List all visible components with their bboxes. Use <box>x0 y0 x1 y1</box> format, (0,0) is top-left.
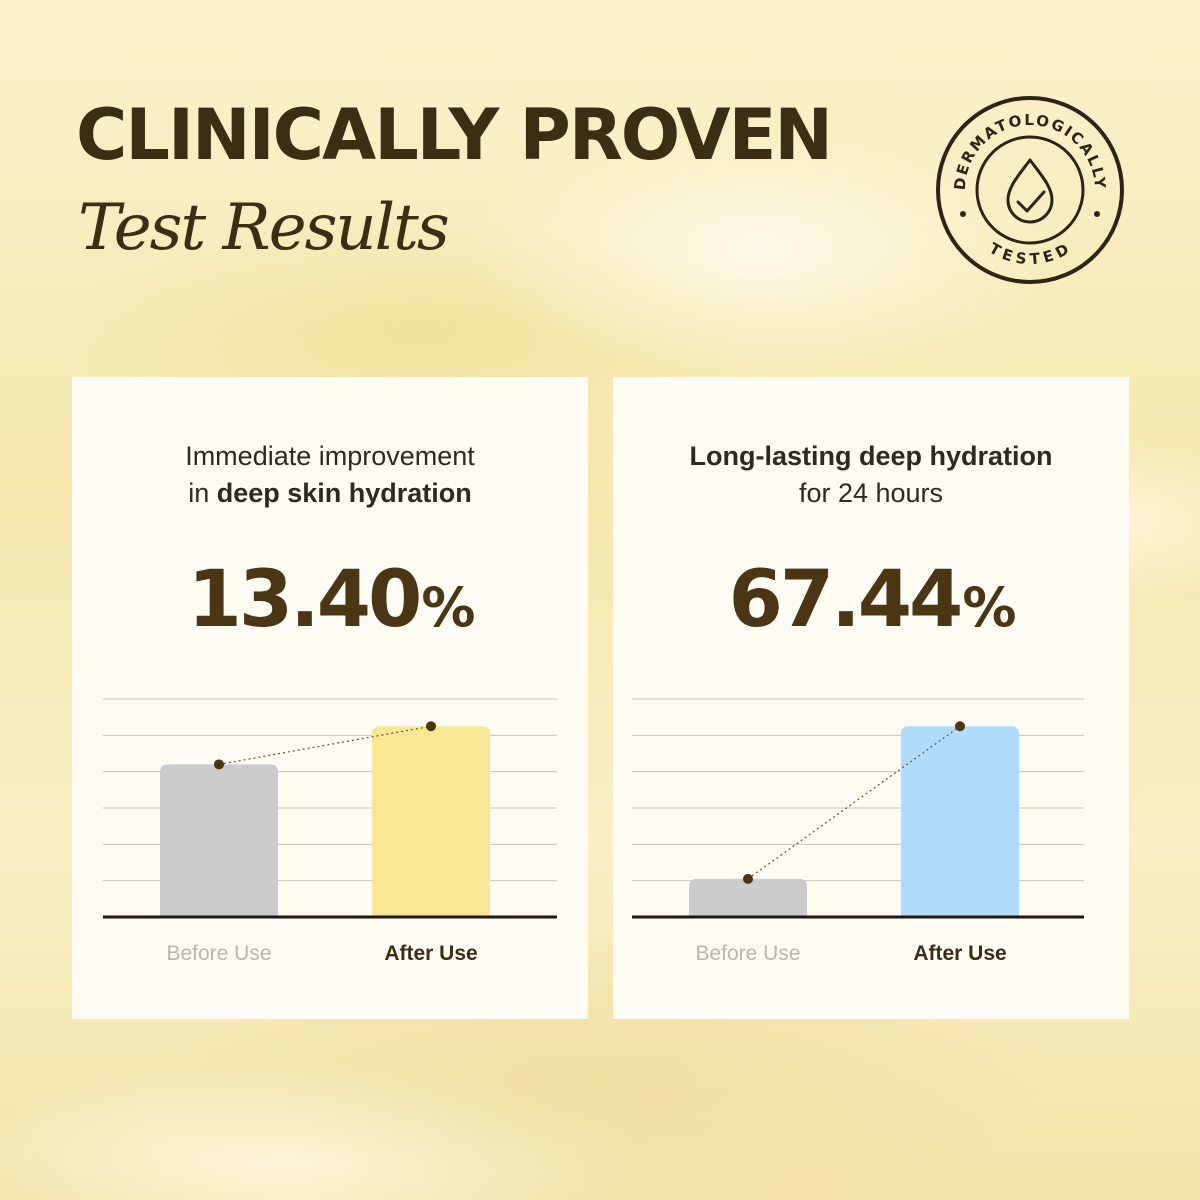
data-point-before <box>214 759 224 770</box>
caption-line-1: Immediate improvement <box>185 441 475 471</box>
category-label: After Use <box>384 942 477 965</box>
subhead: Test Results <box>78 191 450 265</box>
bar-after-use <box>901 726 1019 917</box>
bar-after-use <box>372 726 490 917</box>
caption-line-2: for 24 hours <box>798 478 944 508</box>
bar-before-use <box>160 764 278 917</box>
card-caption: Immediate improvement in deep skin hydra… <box>72 438 588 512</box>
category-label: After Use <box>913 942 1006 965</box>
caption-highlight: deep skin hydration <box>216 478 472 508</box>
data-point-after <box>955 721 965 732</box>
hydration-card-immediate: Immediate improvement in deep skin hydra… <box>72 377 588 1019</box>
category-label: Before Use <box>695 942 800 965</box>
stat-value: 67.44% <box>728 555 1017 645</box>
stat-value: 13.40% <box>187 555 476 645</box>
drop-check-icon <box>1006 158 1054 224</box>
card-caption: Long-lasting deep hydration for 24 hours <box>613 438 1129 512</box>
bar-before-use <box>689 878 807 917</box>
headline: CLINICALLY PROVEN <box>76 94 833 176</box>
caption-line-2: in deep skin hydration <box>188 478 472 508</box>
data-point-after <box>426 721 436 732</box>
caption-highlight: Long-lasting deep hydration <box>689 441 1053 471</box>
dermatologically-tested-seal: DERMATOLOGICALLY TESTED <box>936 96 1124 284</box>
data-point-before <box>743 873 753 884</box>
category-label: Before Use <box>166 942 271 965</box>
caption-line-1: Long-lasting deep hydration <box>613 438 1129 475</box>
connector-line <box>747 725 961 880</box>
connector-line <box>218 725 432 766</box>
